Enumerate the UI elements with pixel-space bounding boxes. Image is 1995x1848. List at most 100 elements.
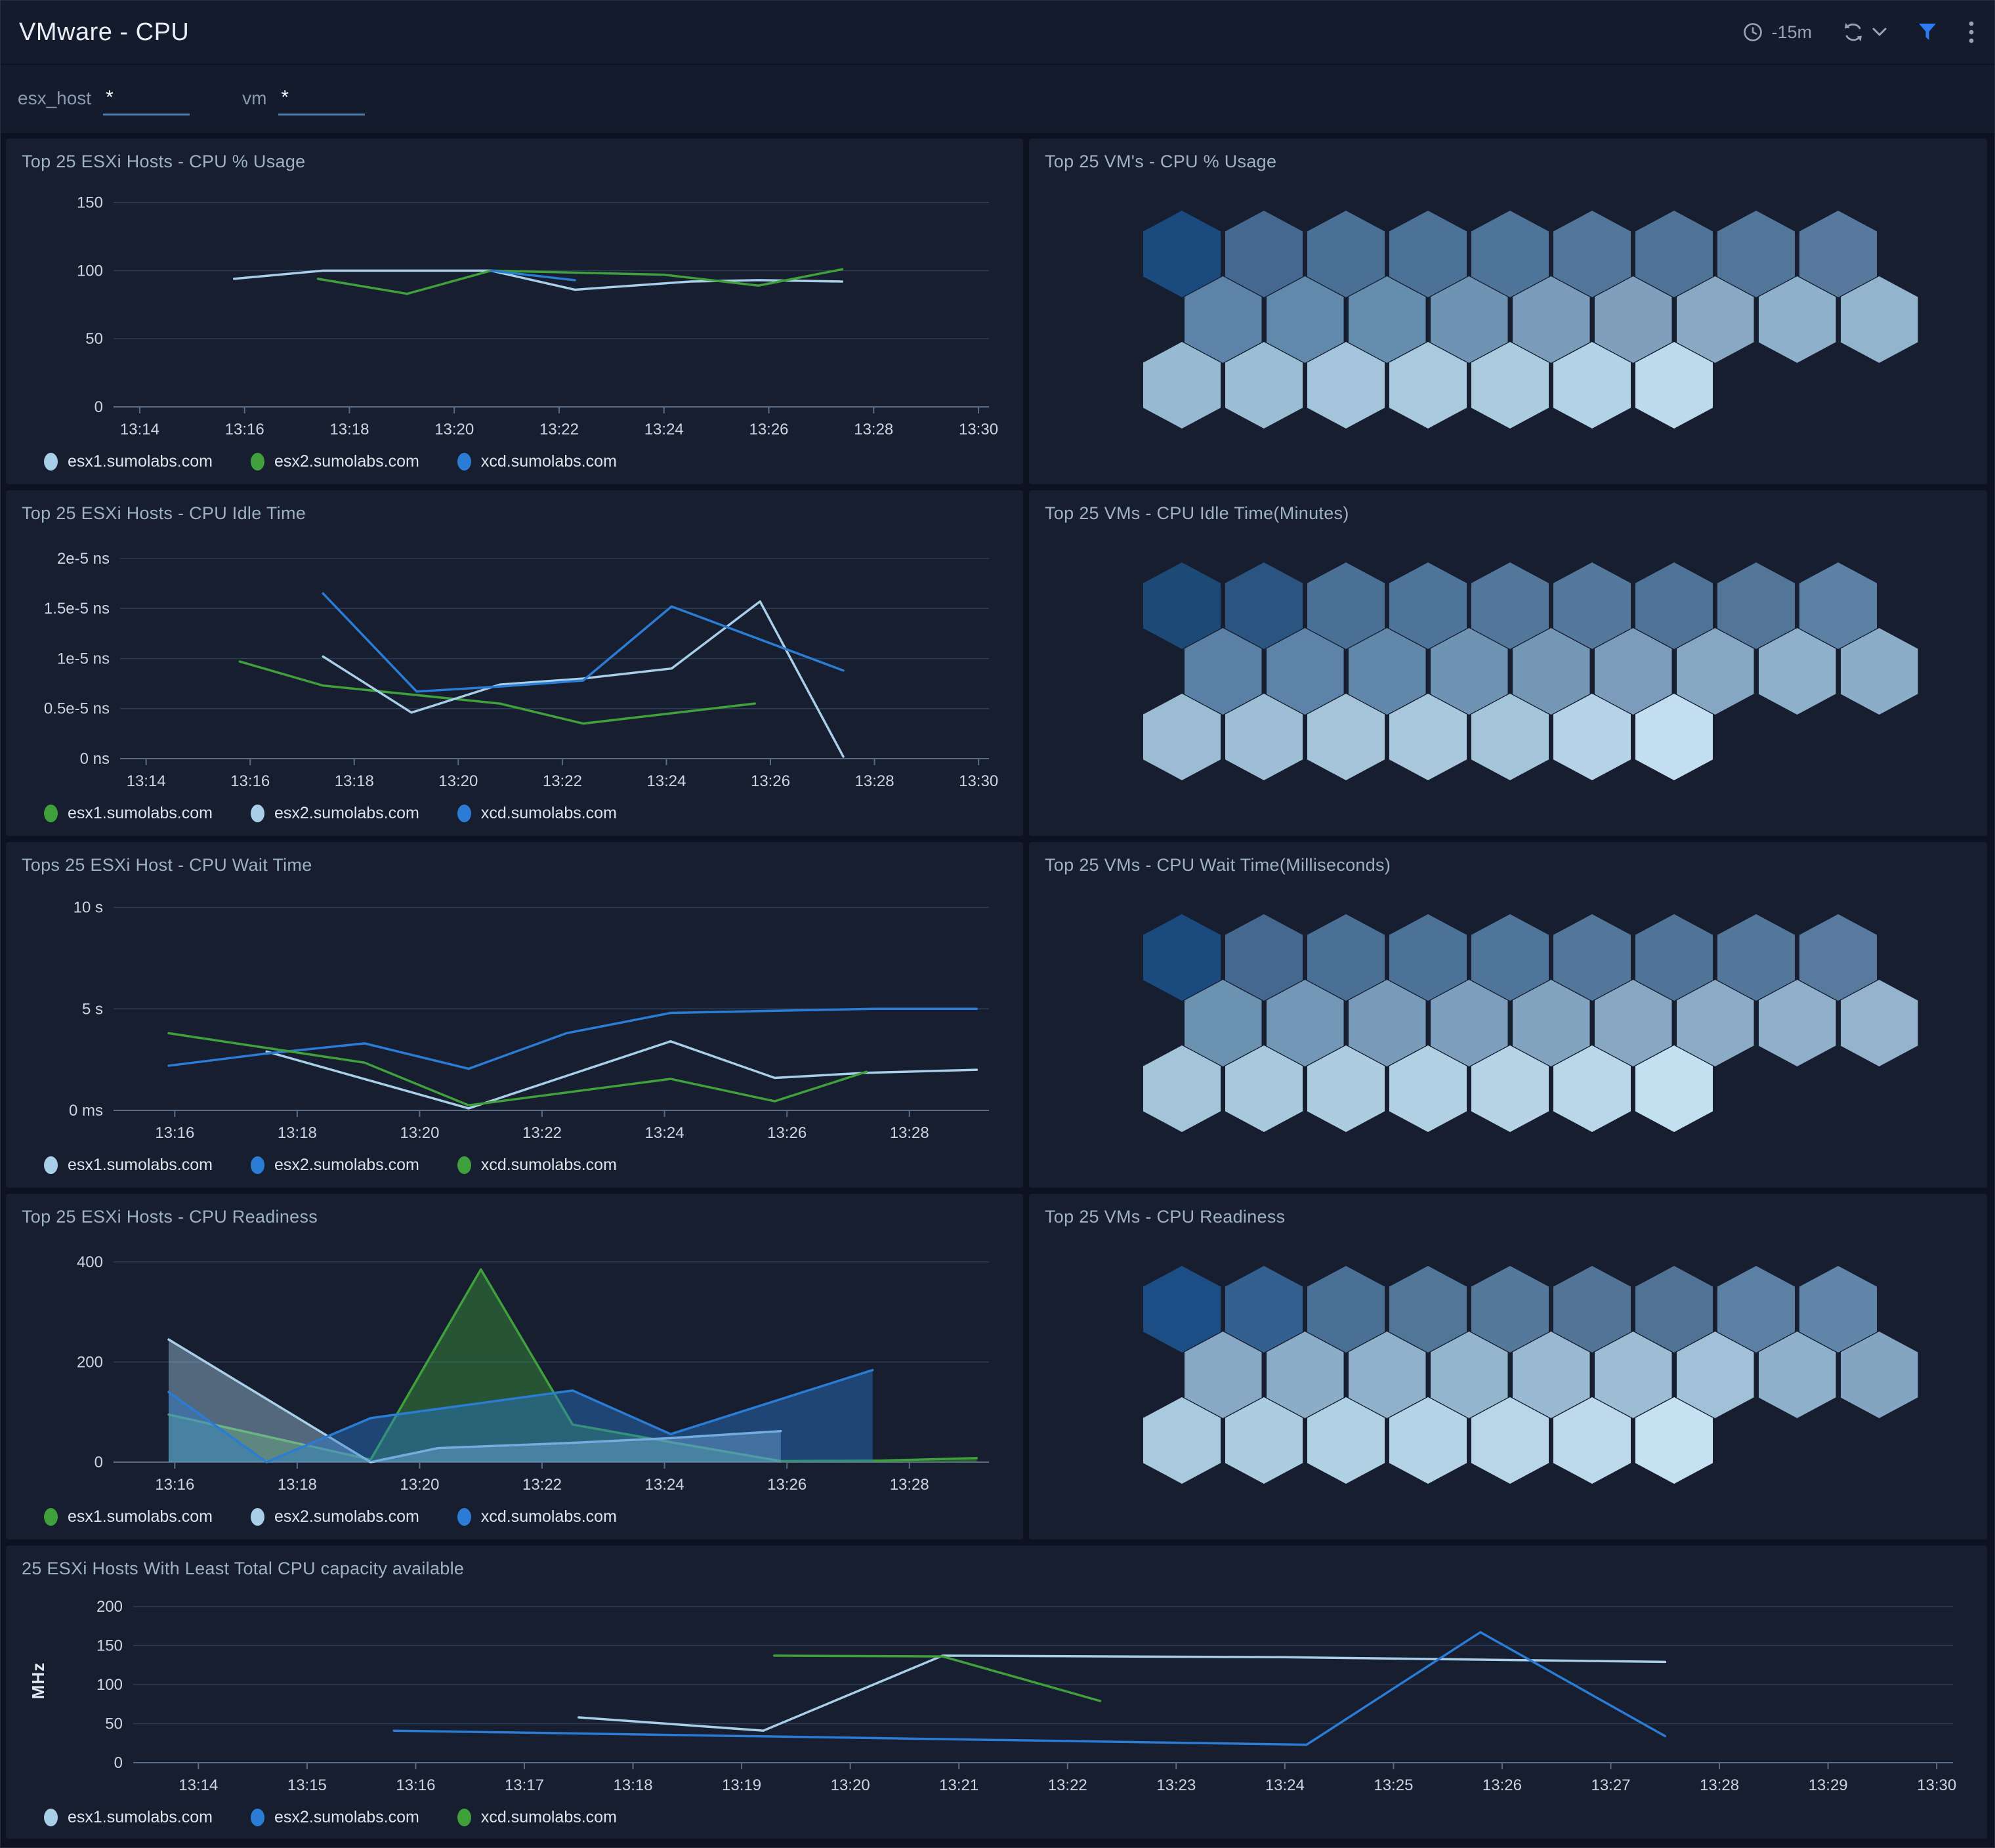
hexagon-tile[interactable] — [1635, 694, 1713, 780]
hexagon-tile[interactable] — [1758, 276, 1836, 363]
hexagon-tile[interactable] — [1512, 1332, 1590, 1418]
hexagon-tile[interactable] — [1635, 1397, 1713, 1484]
hexagon-tile[interactable] — [1553, 694, 1631, 780]
hexagon-tile[interactable] — [1717, 211, 1795, 297]
hexagon-tile[interactable] — [1676, 276, 1754, 363]
hexagon-tile[interactable] — [1594, 276, 1672, 363]
hexagon-tile[interactable] — [1471, 1266, 1549, 1353]
hexagon-tile[interactable] — [1225, 694, 1303, 780]
hexagon-tile[interactable] — [1307, 1266, 1385, 1353]
hexagon-tile[interactable] — [1430, 1332, 1508, 1418]
hexagon-tile[interactable] — [1307, 211, 1385, 297]
hexagon-tile[interactable] — [1143, 342, 1221, 429]
hexagon-tile[interactable] — [1266, 980, 1344, 1066]
legend-item[interactable]: xcd.sumolabs.com — [457, 804, 617, 823]
hexagon-tile[interactable] — [1225, 342, 1303, 429]
refresh-button[interactable] — [1842, 21, 1887, 43]
hexagon-tile[interactable] — [1799, 1266, 1877, 1353]
hexagon-tile[interactable] — [1840, 980, 1918, 1066]
hexagon-tile[interactable] — [1758, 980, 1836, 1066]
legend-item[interactable]: esx1.sumolabs.com — [44, 1156, 213, 1175]
hexagon-tile[interactable] — [1553, 562, 1631, 649]
hexagon-tile[interactable] — [1758, 628, 1836, 715]
hexagon-tile[interactable] — [1307, 694, 1385, 780]
hexagon-tile[interactable] — [1389, 562, 1467, 649]
hexagon-tile[interactable] — [1307, 342, 1385, 429]
time-range-button[interactable]: -15m — [1742, 22, 1812, 43]
hexagon-tile[interactable] — [1389, 1045, 1467, 1132]
hexagon-tile[interactable] — [1594, 980, 1672, 1066]
hexagon-tile[interactable] — [1184, 628, 1262, 715]
hexagon-tile[interactable] — [1799, 914, 1877, 1001]
legend-item[interactable]: esx1.sumolabs.com — [44, 1808, 213, 1827]
hexagon-tile[interactable] — [1471, 211, 1549, 297]
hexagon-tile[interactable] — [1307, 562, 1385, 649]
legend-item[interactable]: xcd.sumolabs.com — [457, 452, 617, 471]
hexagon-tile[interactable] — [1143, 1266, 1221, 1353]
hexagon-tile[interactable] — [1225, 562, 1303, 649]
legend-item[interactable]: esx2.sumolabs.com — [250, 804, 419, 823]
hexagon-tile[interactable] — [1553, 342, 1631, 429]
hexagon-tile[interactable] — [1266, 1332, 1344, 1418]
hexagon-tile[interactable] — [1348, 1332, 1426, 1418]
hexagon-tile[interactable] — [1553, 211, 1631, 297]
hexagon-tile[interactable] — [1553, 1397, 1631, 1484]
hexagon-tile[interactable] — [1307, 914, 1385, 1001]
panel-menu-button[interactable] — [1968, 19, 1975, 45]
hexagon-tile[interactable] — [1307, 1045, 1385, 1132]
hexagon-tile[interactable] — [1553, 914, 1631, 1001]
hexagon-tile[interactable] — [1471, 694, 1549, 780]
hexagon-tile[interactable] — [1635, 562, 1713, 649]
hexagon-tile[interactable] — [1717, 562, 1795, 649]
hexagon-tile[interactable] — [1676, 980, 1754, 1066]
hexagon-tile[interactable] — [1143, 694, 1221, 780]
hexagon-tile[interactable] — [1143, 211, 1221, 297]
hexagon-tile[interactable] — [1471, 342, 1549, 429]
hexagon-tile[interactable] — [1266, 276, 1344, 363]
hexagon-tile[interactable] — [1389, 1266, 1467, 1353]
hexagon-tile[interactable] — [1471, 914, 1549, 1001]
hexagon-tile[interactable] — [1225, 1266, 1303, 1353]
legend-item[interactable]: esx2.sumolabs.com — [250, 1808, 419, 1827]
filter-toggle-button[interactable] — [1917, 22, 1938, 43]
hexagon-tile[interactable] — [1471, 1045, 1549, 1132]
legend-item[interactable]: xcd.sumolabs.com — [457, 1808, 617, 1827]
hexagon-tile[interactable] — [1143, 1397, 1221, 1484]
hexagon-tile[interactable] — [1143, 562, 1221, 649]
hexagon-tile[interactable] — [1389, 211, 1467, 297]
chart-canvas[interactable]: 150 100 50 0 13:14 13:16 13:18 13:20 13:22 13:24 1… — [22, 181, 1007, 444]
vm-filter-input[interactable] — [278, 83, 366, 116]
hexagon-tile[interactable] — [1840, 1332, 1918, 1418]
hexagon-tile[interactable] — [1184, 1332, 1262, 1418]
hexagon-tile[interactable] — [1635, 211, 1713, 297]
hexagon-tile[interactable] — [1758, 1332, 1836, 1418]
hexagon-tile[interactable] — [1389, 914, 1467, 1001]
hexagon-tile[interactable] — [1840, 628, 1918, 715]
hexagon-tile[interactable] — [1594, 1332, 1672, 1418]
hexagon-tile[interactable] — [1225, 211, 1303, 297]
hexagon-tile[interactable] — [1471, 1397, 1549, 1484]
hexagon-tile[interactable] — [1635, 1045, 1713, 1132]
hexagon-tile[interactable] — [1225, 914, 1303, 1001]
hexagon-tile[interactable] — [1348, 276, 1426, 363]
hexagon-tile[interactable] — [1184, 980, 1262, 1066]
legend-item[interactable]: xcd.sumolabs.com — [457, 1507, 617, 1526]
hexagon-tile[interactable] — [1430, 628, 1508, 715]
hexagon-tile[interactable] — [1840, 276, 1918, 363]
legend-item[interactable]: esx2.sumolabs.com — [250, 1507, 419, 1526]
hexagon-tile[interactable] — [1717, 914, 1795, 1001]
hexagon-tile[interactable] — [1799, 562, 1877, 649]
hexagon-tile[interactable] — [1430, 980, 1508, 1066]
legend-item[interactable]: xcd.sumolabs.com — [457, 1156, 617, 1175]
hexagon-tile[interactable] — [1635, 1266, 1713, 1353]
hexagon-tile[interactable] — [1389, 694, 1467, 780]
chart-canvas[interactable]: 200 150 100 50 0 13:14 13:15 13:16 13:17 13:18 13:… — [22, 1588, 1971, 1799]
hexagon-tile[interactable] — [1307, 1397, 1385, 1484]
hexagon-tile[interactable] — [1225, 1397, 1303, 1484]
hexagon-tile[interactable] — [1635, 342, 1713, 429]
hexagon-tile[interactable] — [1553, 1266, 1631, 1353]
hexagon-tile[interactable] — [1512, 980, 1590, 1066]
hexagon-tile[interactable] — [1594, 628, 1672, 715]
hexagon-tile[interactable] — [1717, 1266, 1795, 1353]
hexagon-tile[interactable] — [1389, 342, 1467, 429]
